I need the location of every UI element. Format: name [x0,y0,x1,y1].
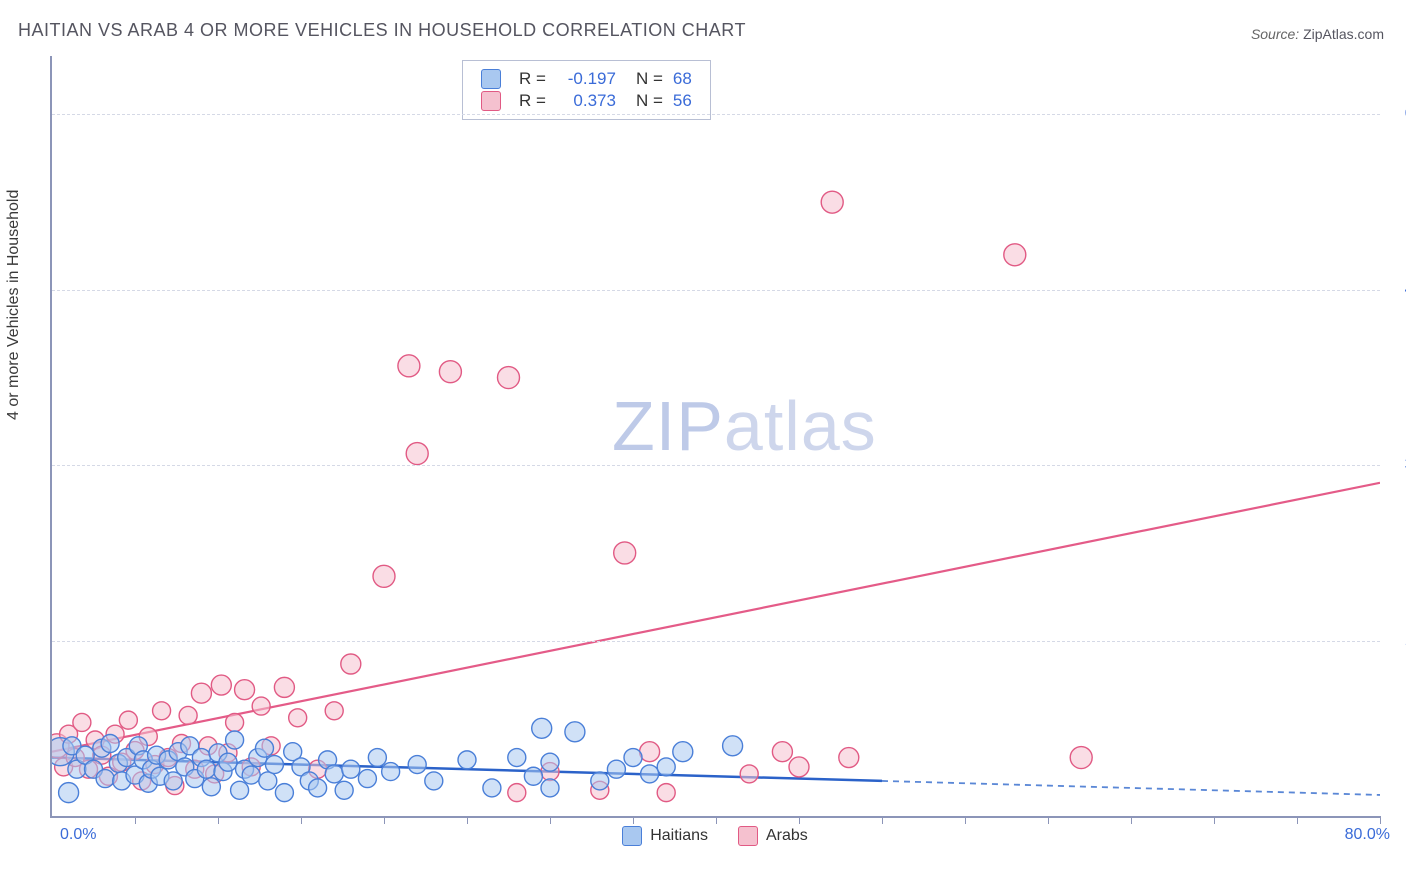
x-tick [633,816,634,824]
y-tick-label: 60.0% [1390,105,1406,123]
legend-item-haitians: Haitians [622,826,708,846]
n-label: N = [636,91,663,111]
x-tick [882,816,883,824]
r-value-haitians: -0.197 [556,69,616,89]
source-label: Source: [1251,26,1299,42]
swatch-arabs [738,826,758,846]
r-label: R = [519,91,546,111]
y-tick-label: 45.0% [1390,281,1406,299]
x-tick [1048,816,1049,824]
source-attribution: Source: ZipAtlas.com [1251,26,1384,42]
x-tick [1380,816,1381,824]
swatch-arabs [481,91,501,111]
x-tick [1131,816,1132,824]
watermark-zip: ZIP [612,387,724,465]
x-tick [301,816,302,824]
x-tick [799,816,800,824]
swatch-haitians [622,826,642,846]
x-tick [965,816,966,824]
legend-row-arabs: R = 0.373 N = 56 [481,91,692,111]
y-axis-label: 4 or more Vehicles in Household [5,190,23,420]
x-tick [716,816,717,824]
x-tick [384,816,385,824]
y-tick-label: 30.0% [1390,456,1406,474]
watermark: ZIPatlas [612,386,877,466]
grid-line [52,465,1380,466]
r-value-arabs: 0.373 [556,91,616,111]
series-legend: Haitians Arabs [50,826,1380,846]
scatter-plot-area: ZIPatlas R = -0.197 N = 68 R = 0.373 N =… [50,56,1380,818]
x-axis-labels: 0.0% 80.0% Haitians Arabs [50,826,1380,856]
x-tick [218,816,219,824]
n-value-arabs: 56 [673,91,692,111]
grid-line [52,290,1380,291]
legend-row-haitians: R = -0.197 N = 68 [481,69,692,89]
x-tick [550,816,551,824]
chart-title: HAITIAN VS ARAB 4 OR MORE VEHICLES IN HO… [18,20,746,41]
grid-line [52,641,1380,642]
correlation-legend: R = -0.197 N = 68 R = 0.373 N = 56 [462,60,711,120]
grid-line [52,114,1380,115]
y-tick-label: 15.0% [1390,632,1406,650]
x-tick [1297,816,1298,824]
legend-item-arabs: Arabs [738,826,808,846]
r-label: R = [519,69,546,89]
legend-label-haitians: Haitians [650,827,708,844]
n-value-haitians: 68 [673,69,692,89]
n-label: N = [636,69,663,89]
chart-svg [52,56,1380,816]
watermark-atlas: atlas [724,387,877,465]
legend-label-arabs: Arabs [766,827,808,844]
swatch-haitians [481,69,501,89]
x-tick [1214,816,1215,824]
x-tick [135,816,136,824]
x-tick [467,816,468,824]
source-value: ZipAtlas.com [1303,26,1384,42]
